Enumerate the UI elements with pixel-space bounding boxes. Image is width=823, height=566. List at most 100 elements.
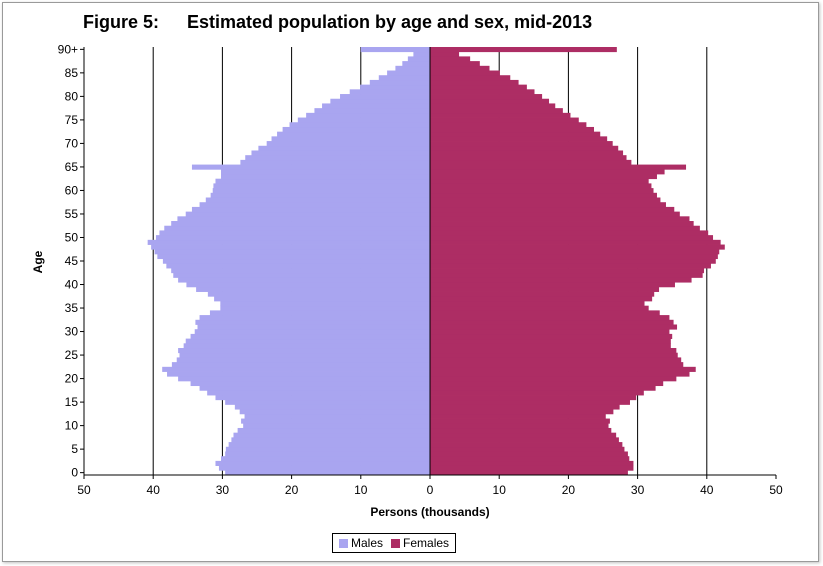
bar-females-age-63 [430,173,657,180]
bar-females-age-90+ [430,47,617,53]
legend-label-males: Males [351,536,384,550]
bar-females-age-54 [430,216,690,222]
bar-males-age-75 [297,117,430,123]
x-tick-label: 40 [700,483,714,497]
bar-females-age-29 [430,333,673,340]
bar-males-age-54 [177,216,430,222]
bar-females-age-80 [430,94,543,100]
bar-males-age-9 [237,427,430,434]
bar-females-age-87 [430,61,480,67]
bar-males-age-14 [234,404,430,410]
bar-males-age-13 [239,409,430,415]
bar-females-age-20 [430,376,677,382]
bar-males-age-20 [178,376,430,382]
bar-females-age-2 [430,460,634,466]
bar-males-age-4 [225,451,430,457]
bar-males-age-46 [157,253,431,260]
bar-females-age-37 [430,296,653,302]
bar-females-age-6 [430,442,623,448]
bar-males-age-76 [306,112,430,118]
bar-males-age-25 [179,352,430,358]
legend-item-males: Males [339,536,383,550]
y-tick-label: 55 [65,207,79,221]
bar-females-age-67 [430,155,627,161]
bar-males-age-31 [197,324,430,330]
bar-males-age-33 [199,315,430,321]
bar-males-age-85 [387,70,430,76]
bar-males-age-55 [185,211,430,217]
bar-males-age-62 [215,178,430,184]
bar-males-age-24 [176,357,430,363]
y-tick-label: 45 [65,254,79,268]
bar-females-age-11 [430,418,610,424]
bar-females-age-17 [430,390,644,396]
bar-females-age-35 [430,305,649,311]
bar-females-age-75 [430,117,579,123]
bar-females-age-70 [430,141,613,147]
bar-males-age-41 [178,277,430,283]
bar-females-age-88 [430,56,471,62]
bar-males-age-10 [243,423,430,429]
bar-females-age-44 [430,263,711,269]
bar-females-age-47 [430,249,720,255]
bar-females-age-65 [430,164,687,170]
bar-males-age-36 [220,300,430,307]
bar-females-age-32 [430,319,674,325]
bar-males-age-17 [207,390,430,396]
bar-males-age-82 [360,84,430,90]
bar-males-age-3 [221,456,430,462]
x-tick-label: 50 [77,483,91,497]
bar-females-age-86 [430,65,490,71]
bar-females-age-74 [430,122,587,128]
bar-females-age-55 [430,211,680,217]
bar-males-age-71 [271,136,430,142]
bar-females-age-56 [430,206,675,213]
bar-females-age-4 [430,451,628,457]
y-tick-label: 60 [65,183,79,197]
bar-males-age-19 [190,380,430,387]
bar-females-age-7 [430,437,619,443]
y-tick-label: 10 [65,419,79,433]
bar-females-age-73 [430,126,595,133]
bar-females-age-39 [430,286,660,292]
bar-females-age-50 [430,235,714,241]
y-tick-label: 15 [65,395,79,409]
legend-item-females: Females [391,536,449,550]
bar-males-age-38 [207,291,430,297]
axes: 50 40 30 20 10 0 10 20 30 40 50 0 5 10 15 20 25 30 35 40 45 5… [58,42,783,497]
y-tick-label: 40 [65,278,79,292]
bar-males-age-22 [162,366,431,372]
y-tick-label: 75 [65,113,79,127]
bar-females-age-81 [430,89,535,95]
bar-males-age-78 [322,103,430,109]
bar-males-age-37 [214,296,430,302]
bar-males-age-56 [191,206,430,213]
bar-males-age-32 [195,319,430,325]
bar-males-age-29 [190,333,430,340]
bar-males-age-6 [228,442,430,448]
bar-females-age-43 [430,268,705,274]
bar-males-age-89 [413,51,430,57]
bar-males-age-87 [402,61,430,67]
bar-females-age-64 [430,169,665,175]
bar-females-age-49 [430,239,721,245]
bar-males-age-48 [151,244,430,250]
bar-females-age-38 [430,291,655,297]
bar-males-age-5 [225,446,430,452]
bar-males-age-47 [154,249,431,255]
bar-males-age-57 [199,202,430,208]
legend-swatch-females [391,538,401,548]
x-axis-label: Persons (thousands) [370,505,489,519]
y-tick-label: 85 [65,66,79,80]
bar-females-age-69 [430,145,619,151]
bar-males-age-23 [171,362,430,368]
bar-females-age-5 [430,446,625,452]
bar-males-age-11 [241,418,430,424]
bar-males-age-69 [258,145,430,151]
y-tick-label: 50 [65,230,79,244]
bar-males-age-8 [233,432,430,438]
y-tick-label: 70 [65,136,79,150]
bar-males-age-84 [378,75,430,81]
y-tick-label: 90+ [58,42,78,56]
